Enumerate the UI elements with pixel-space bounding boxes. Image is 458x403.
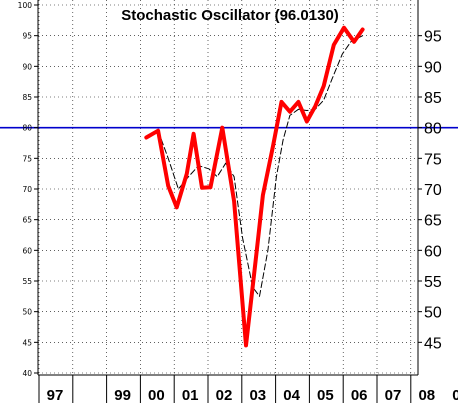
- right-tick-label-85: 85: [424, 90, 442, 107]
- right-tick-label-90: 90: [424, 59, 442, 76]
- right-tick-labels: 45 50 55 60 65 70 75 80 85 90 95: [424, 29, 442, 353]
- right-tick-label-55: 55: [424, 274, 442, 291]
- left-tick-label-75: 75: [22, 154, 32, 163]
- x-tick-label-97: 97: [47, 387, 64, 403]
- x-tick-label-04: 04: [283, 387, 300, 403]
- x-tick-label-99: 99: [114, 387, 131, 403]
- right-tick-label-70: 70: [424, 182, 442, 199]
- x-tick-label-05: 05: [317, 387, 334, 403]
- left-tick-label-85: 85: [22, 93, 32, 102]
- left-tick-label-90: 90: [22, 62, 32, 71]
- series-line-solid: [144, 25, 365, 348]
- x-tick-labels: 97 99 00 01 02 03 04 05 06 07 08 09: [47, 387, 458, 403]
- right-tick-label-65: 65: [424, 213, 442, 230]
- x-tick-label-00: 00: [148, 387, 165, 403]
- chart-title: Stochastic Oscillator (96.0130): [121, 7, 339, 24]
- left-tick-label-95: 95: [22, 32, 32, 41]
- left-tick-label-55: 55: [22, 277, 32, 286]
- right-tick-label-75: 75: [424, 151, 442, 168]
- left-tick-label-70: 70: [22, 185, 32, 194]
- left-tick-label-50: 50: [22, 308, 32, 317]
- right-tick-label-45: 45: [424, 335, 442, 352]
- x-tick-label-01: 01: [182, 387, 199, 403]
- series-group: [144, 25, 365, 348]
- left-tick-label-100: 100: [18, 1, 33, 10]
- right-tick-label-50: 50: [424, 305, 442, 322]
- left-tick-label-45: 45: [22, 338, 32, 347]
- x-tick-label-09: 09: [452, 387, 458, 403]
- x-tick-label-03: 03: [249, 387, 266, 403]
- left-tick-label-80: 80: [22, 124, 32, 133]
- x-tick-label-08: 08: [418, 387, 435, 403]
- grid-lines: [38, 0, 418, 375]
- x-tick-label-06: 06: [351, 387, 368, 403]
- x-tick-label-07: 07: [385, 387, 402, 403]
- right-tick-label-80: 80: [424, 121, 442, 138]
- right-tick-label-95: 95: [424, 29, 442, 46]
- right-tick-label-60: 60: [424, 243, 442, 260]
- left-tick-label-60: 60: [22, 246, 32, 255]
- left-tick-label-40: 40: [22, 369, 32, 378]
- left-tick-labels: 40 45 50 55 60 65 70 75 80 85 90 95 100: [18, 1, 33, 378]
- x-tick-label-02: 02: [216, 387, 233, 403]
- axes-group: [34, 0, 422, 403]
- left-tick-label-65: 65: [22, 216, 32, 225]
